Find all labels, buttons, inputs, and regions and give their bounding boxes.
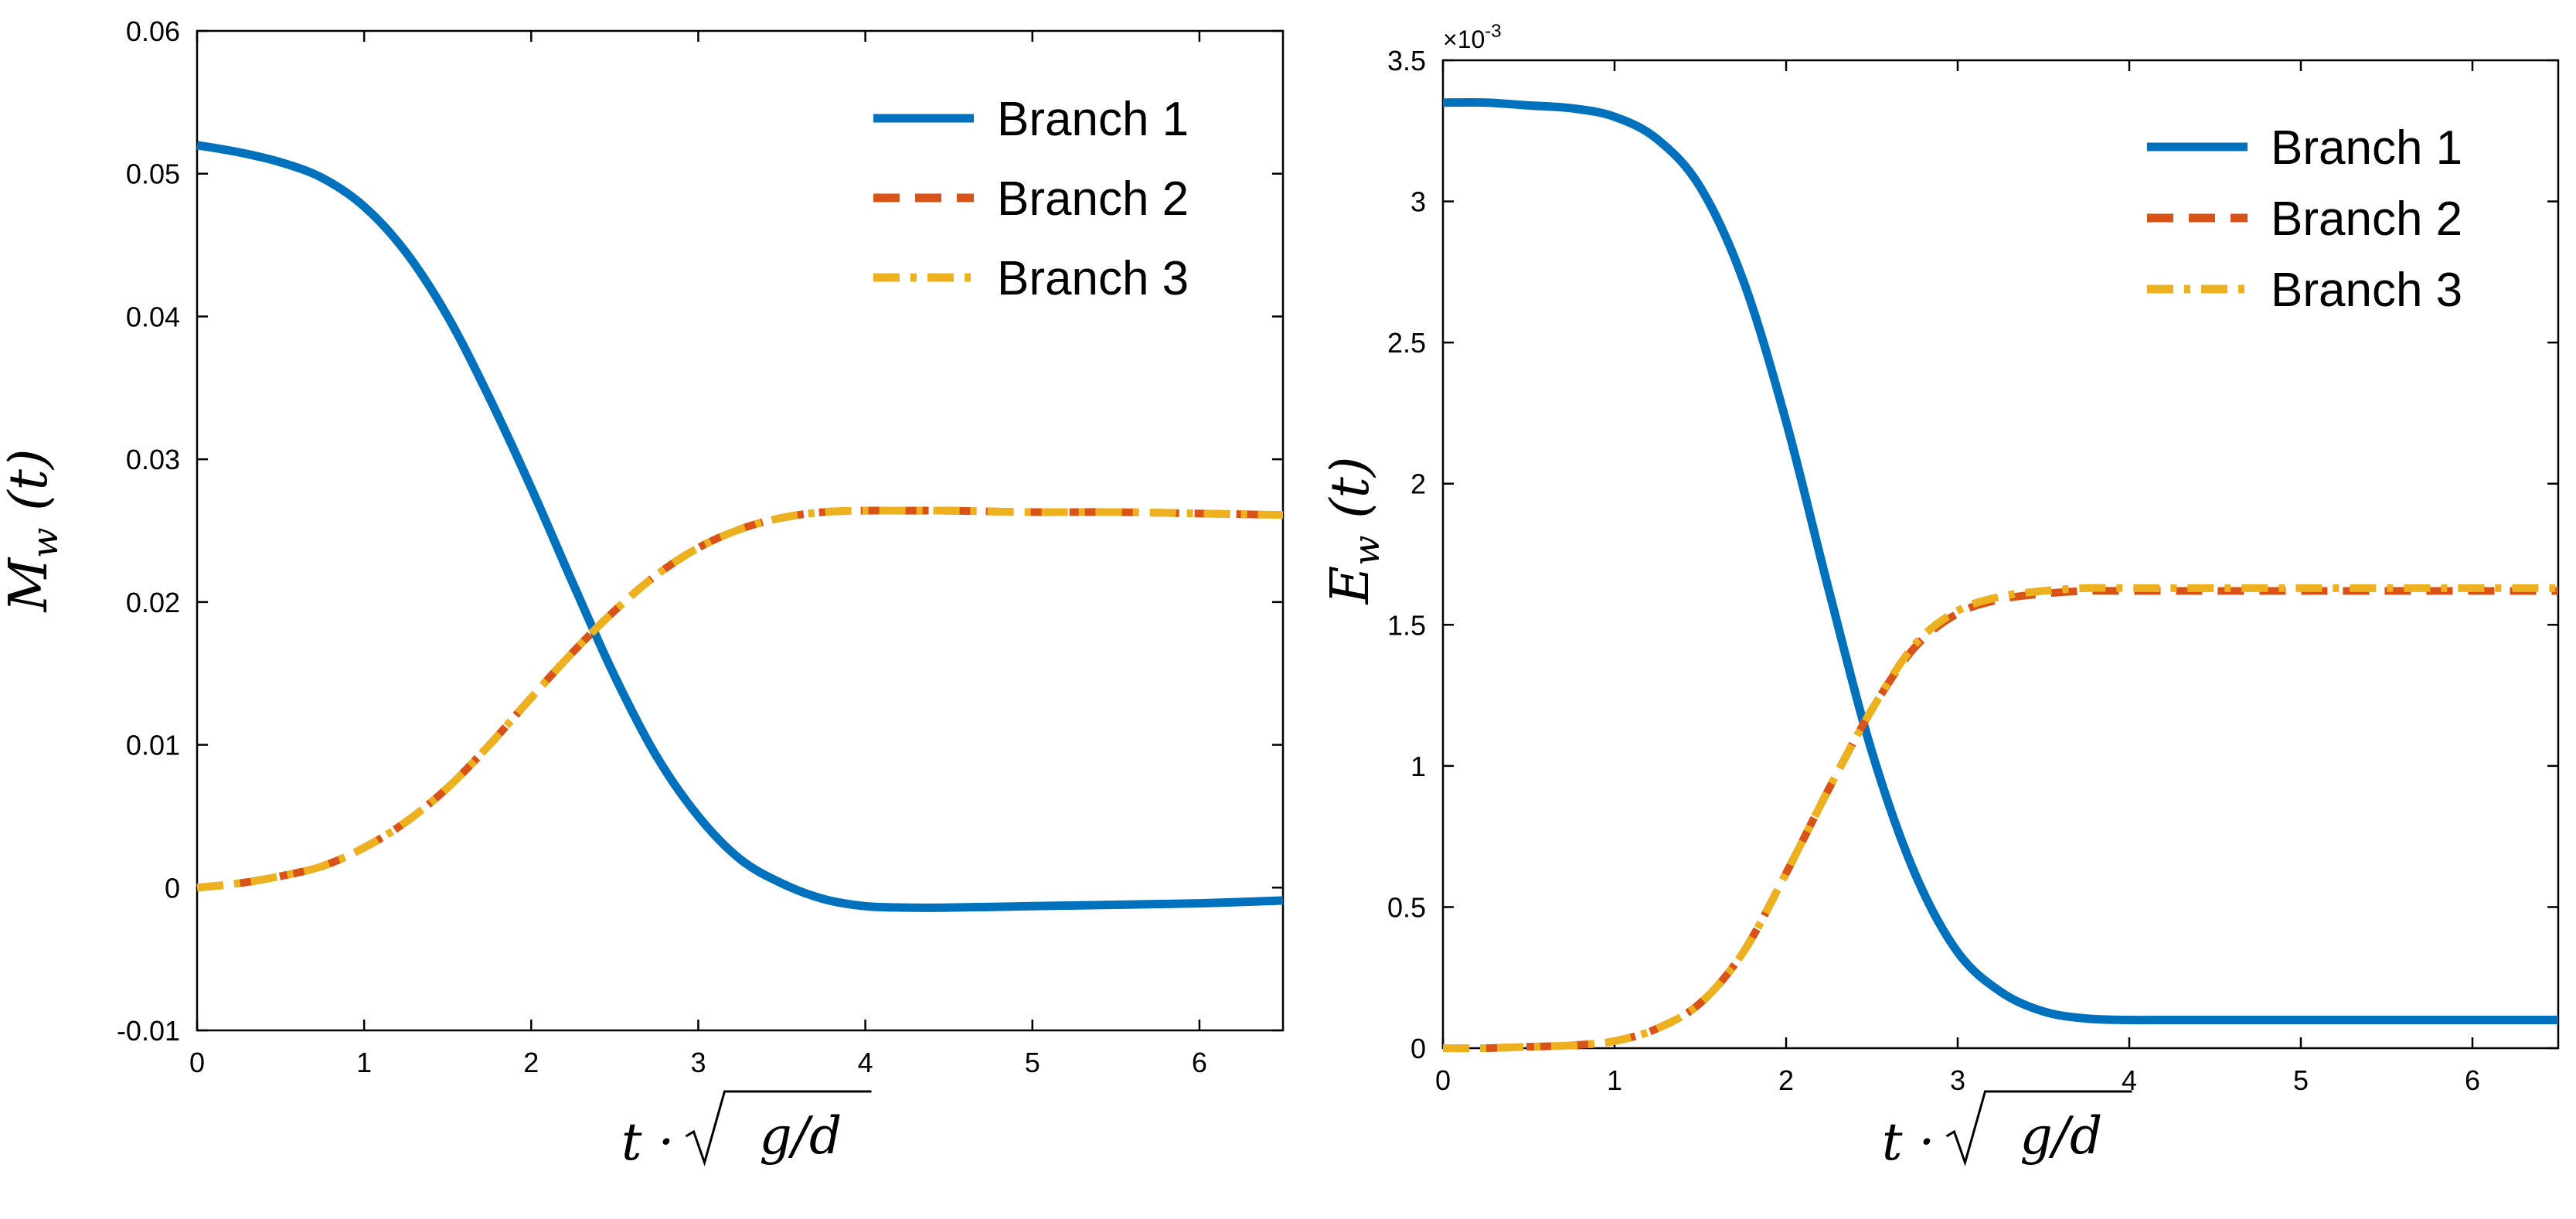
x-axis-title-radicand: g/d [2020, 1106, 2103, 1166]
y-tick-label: -0.01 [117, 1015, 180, 1047]
y-tick-label: 0.5 [1387, 891, 1426, 923]
x-tick-label: 0 [1435, 1064, 1451, 1096]
legend-label-1: Branch 1 [2271, 121, 2462, 175]
legend-label-1: Branch 1 [997, 93, 1189, 146]
y-tick-label: 2 [1411, 468, 1426, 500]
y-tick-label: 0 [1411, 1033, 1426, 1064]
y-tick-label: 1 [1411, 751, 1426, 782]
plot-area-frame [196, 29, 1285, 1032]
x-tick-label: 3 [690, 1047, 706, 1078]
x-tick-label: 5 [1025, 1047, 1040, 1078]
x-tick-label: 5 [2293, 1064, 2309, 1096]
sqrt-symbol [1945, 1090, 2132, 1166]
sqrt-symbol [685, 1090, 872, 1166]
y-tick-label: 0.04 [126, 301, 180, 332]
y-tick-label: 3 [1411, 186, 1426, 218]
x-tick-label: 2 [523, 1047, 539, 1078]
y-multiplier: ×10-3 [1443, 21, 1502, 53]
series-line-branch-2 [196, 506, 1284, 892]
y-axis-title: Ew (t) [1320, 456, 1387, 605]
y-tick-label: 0.05 [126, 158, 180, 190]
y-tick-label: 1.5 [1387, 609, 1426, 641]
chart-energy: 0 1 2 3 4 5 6 0 0.5 1 1.5 2 2.5 3 3.5 ×10-3 Ew (t) t · g/d… [1320, 21, 2560, 1172]
x-tick-label: 4 [858, 1047, 873, 1078]
x-tick-label: 1 [1607, 1064, 1622, 1096]
x-axis-title: t · [1882, 1112, 1935, 1172]
y-tick-label: 0.01 [126, 730, 180, 761]
x-tick-label: 6 [1192, 1047, 1207, 1078]
legend-label-3: Branch 3 [997, 252, 1189, 305]
x-tick-label: 3 [1950, 1064, 1965, 1096]
x-tick-label: 1 [356, 1047, 372, 1078]
y-tick-label: 0.02 [126, 587, 180, 618]
x-tick-label: 0 [189, 1047, 205, 1078]
y-tick-label: 0.03 [126, 444, 180, 475]
plot-area-frame [1441, 59, 2560, 1050]
y-tick-label: 0.06 [126, 15, 180, 47]
legend-label-2: Branch 2 [2271, 192, 2462, 246]
y-axis-title: Mw (t) [0, 448, 66, 613]
x-tick-label: 4 [2122, 1064, 2137, 1096]
x-axis-title-radicand: g/d [760, 1106, 842, 1166]
y-tick-label: 2.5 [1387, 327, 1426, 359]
legend-label-2: Branch 2 [997, 172, 1189, 226]
series-line-branch-1 [196, 141, 1284, 912]
series-line-branch-1 [1442, 98, 2558, 1025]
chart-momentum: 0 1 2 3 4 5 6 -0.01 0 0.01 0.02 0.03 0.04 0.05 0.06 Mw … [0, 15, 1285, 1172]
x-tick-label: 6 [2465, 1064, 2480, 1096]
y-tick-label: 0 [165, 872, 180, 904]
series-line-branch-3 [196, 506, 1284, 892]
y-tick-label: 3.5 [1387, 45, 1426, 77]
series-line-branch-3 [1442, 584, 2558, 1053]
series-line-branch-2 [1442, 587, 2558, 1053]
x-axis-title: t · [621, 1112, 674, 1172]
legend-label-3: Branch 3 [2271, 264, 2462, 317]
x-tick-label: 2 [1778, 1064, 1794, 1096]
